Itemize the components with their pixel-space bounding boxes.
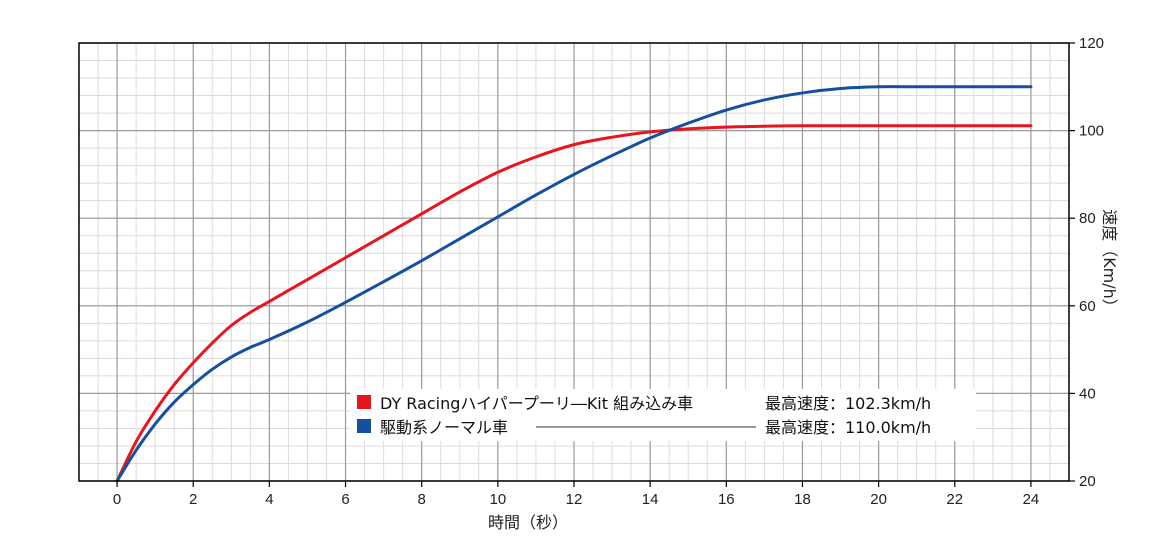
- y-axis-title: 速度（Km/h）: [1100, 209, 1119, 315]
- series-line-normal: [115, 85, 1033, 483]
- y-tick-label: 100: [1079, 123, 1104, 140]
- x-tick-label: 10: [490, 491, 507, 508]
- legend-label-tuned: DY Racingハイパープーリ―Kit 組み込み車: [380, 394, 693, 413]
- legend-max-speed-tuned: 最高速度：102.3km/h: [765, 394, 931, 413]
- y-tick-label: 20: [1079, 473, 1096, 490]
- x-tick-label: 2: [189, 491, 197, 508]
- x-tick-label: 22: [946, 491, 963, 508]
- y-tick-label: 40: [1079, 385, 1096, 402]
- x-tick-label: 24: [1023, 491, 1040, 508]
- x-tick-label: 4: [265, 491, 273, 508]
- x-tick-label: 16: [718, 491, 735, 508]
- x-tick-label: 12: [566, 491, 583, 508]
- y-tick-label: 80: [1079, 210, 1096, 227]
- legend-label-normal: 駆動系ノーマル車: [380, 418, 508, 437]
- legend-swatch-normal: [357, 419, 371, 433]
- y-tick-label: 60: [1079, 298, 1096, 315]
- x-axis-ticks: 0 2 4 6 8 10 12 14 16 18 20 22 24: [113, 481, 1039, 508]
- series-line-tuned: [115, 124, 1033, 483]
- x-axis-title: 時間（秒）: [488, 513, 568, 532]
- legend-swatch-tuned: [357, 395, 371, 409]
- legend-max-speed-normal: 最高速度：110.0km/h: [765, 418, 931, 437]
- legend: DY Racingハイパープーリ―Kit 組み込み車 最高速度：102.3km/…: [350, 389, 976, 441]
- x-tick-label: 6: [341, 491, 349, 508]
- x-tick-label: 14: [642, 491, 659, 508]
- series-layer: [115, 85, 1033, 483]
- x-tick-label: 8: [418, 491, 426, 508]
- x-tick-label: 18: [794, 491, 811, 508]
- x-tick-label: 20: [870, 491, 887, 508]
- x-tick-label: 0: [113, 491, 121, 508]
- y-axis-ticks: 20 40 60 80 100 120: [1069, 35, 1104, 490]
- legend-background: [350, 389, 976, 441]
- y-tick-label: 120: [1079, 35, 1104, 52]
